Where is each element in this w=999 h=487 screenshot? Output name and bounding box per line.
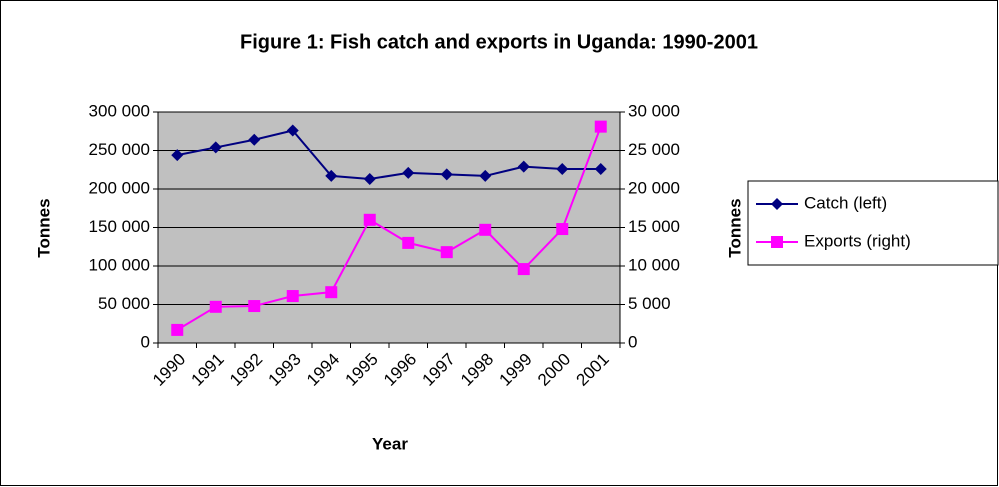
marker bbox=[517, 160, 530, 173]
y2-tick-label: 0 bbox=[628, 332, 637, 351]
marker bbox=[517, 263, 530, 276]
marker bbox=[363, 172, 376, 185]
marker bbox=[363, 213, 376, 226]
marker bbox=[171, 323, 184, 336]
y-tick-label: 300 000 bbox=[89, 101, 150, 120]
marker bbox=[402, 166, 415, 179]
marker bbox=[594, 120, 607, 133]
y2-tick-label: 20 000 bbox=[628, 178, 680, 197]
y-tick-label: 0 bbox=[141, 332, 150, 351]
marker bbox=[556, 223, 569, 236]
legend bbox=[747, 180, 999, 266]
marker bbox=[479, 223, 492, 236]
marker bbox=[286, 124, 299, 137]
marker bbox=[440, 168, 453, 181]
marker bbox=[209, 300, 222, 313]
marker bbox=[171, 149, 184, 162]
marker bbox=[325, 169, 338, 182]
y2-tick-label: 10 000 bbox=[628, 255, 680, 274]
marker bbox=[286, 290, 299, 303]
marker bbox=[209, 141, 222, 154]
marker bbox=[248, 300, 261, 313]
y-tick-label: 250 000 bbox=[89, 140, 150, 159]
marker bbox=[440, 246, 453, 259]
y-tick-label: 200 000 bbox=[89, 178, 150, 197]
marker bbox=[248, 133, 261, 146]
line bbox=[176, 126, 602, 331]
marker bbox=[771, 236, 783, 248]
y-tick-label: 100 000 bbox=[89, 255, 150, 274]
y-tick-label: 50 000 bbox=[98, 294, 150, 313]
x-axis-label: Year bbox=[372, 434, 408, 453]
chart-title: Figure 1: Fish catch and exports in Ugan… bbox=[240, 31, 758, 53]
marker bbox=[594, 162, 607, 175]
y2-tick-label: 15 000 bbox=[628, 217, 680, 236]
y2-axis-label: Tonnes bbox=[725, 198, 744, 257]
y-tick-label: 150 000 bbox=[89, 217, 150, 236]
legend-label: Catch (left) bbox=[804, 193, 887, 212]
marker bbox=[556, 162, 569, 175]
legend-label: Exports (right) bbox=[804, 231, 911, 250]
y2-tick-label: 25 000 bbox=[628, 140, 680, 159]
marker bbox=[325, 286, 338, 299]
y2-tick-label: 30 000 bbox=[628, 101, 680, 120]
line bbox=[177, 129, 601, 180]
y2-tick-label: 5 000 bbox=[628, 294, 671, 313]
marker bbox=[479, 169, 492, 182]
marker bbox=[402, 236, 415, 249]
y-axis-label: Tonnes bbox=[34, 198, 53, 257]
marker bbox=[771, 198, 783, 210]
